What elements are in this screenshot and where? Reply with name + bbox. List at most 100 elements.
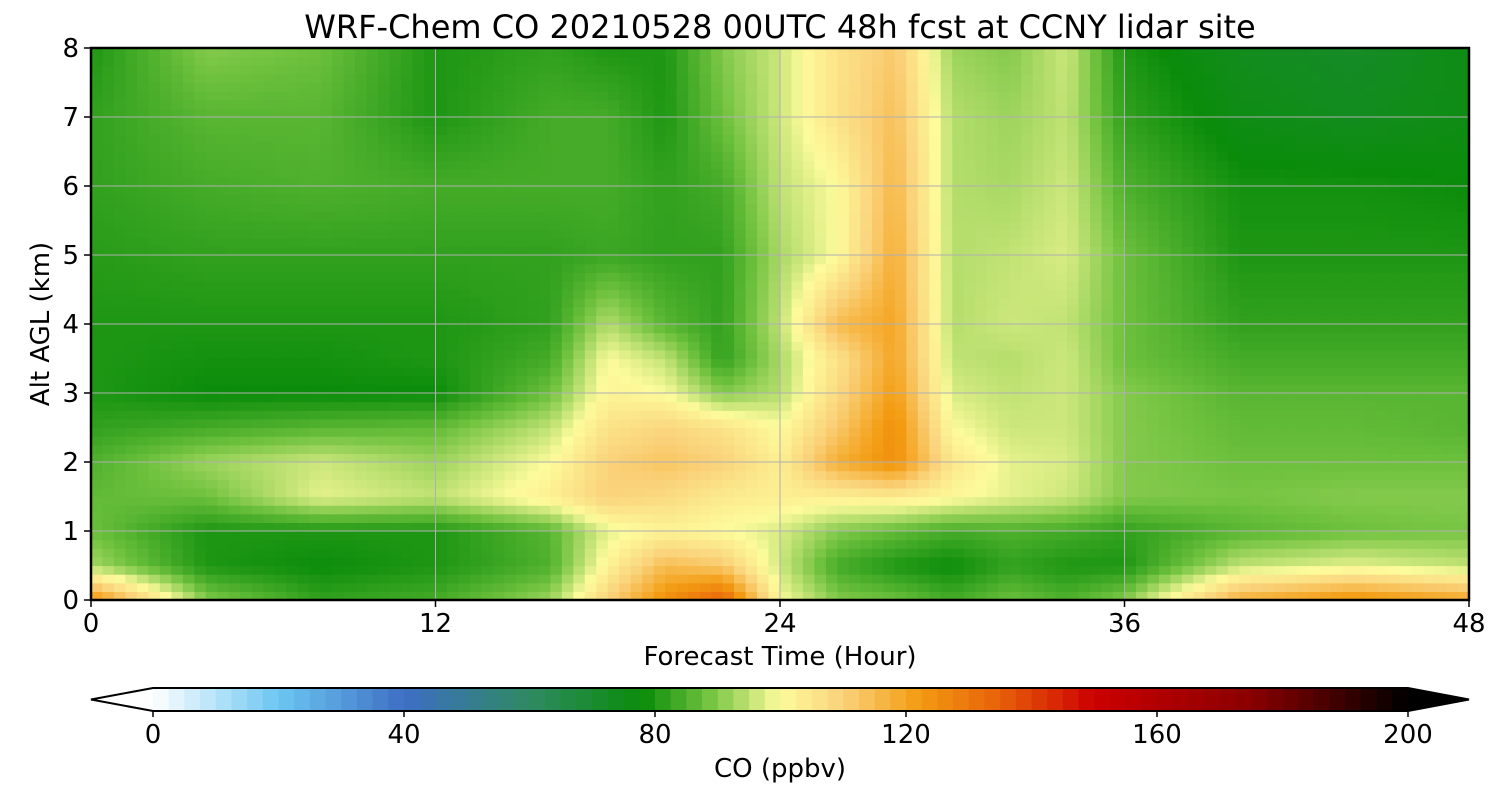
heatmap-cell (1342, 315, 1355, 325)
heatmap-cell (573, 487, 586, 498)
heatmap-cell (871, 246, 884, 256)
heatmap-cell (814, 522, 827, 532)
heatmap-cell (171, 332, 184, 342)
heatmap-cell (251, 255, 264, 265)
heatmap-cell (1342, 487, 1355, 498)
heatmap-cell (722, 246, 735, 256)
heatmap-cell (1354, 255, 1367, 265)
heatmap-cell (332, 479, 345, 489)
heatmap-cell (148, 513, 161, 523)
heatmap-cell (745, 255, 758, 265)
heatmap-cell (1078, 496, 1091, 506)
heatmap-cell (894, 436, 907, 446)
heatmap-cell (699, 255, 712, 265)
heatmap-cell (1158, 487, 1172, 498)
heatmap-cell (963, 341, 976, 351)
heatmap-cell (274, 522, 287, 532)
heatmap-cell (1193, 263, 1206, 273)
heatmap-cell (538, 324, 551, 334)
heatmap-cell (676, 539, 689, 549)
heatmap-cell (722, 513, 735, 523)
heatmap-cell (550, 341, 563, 351)
heatmap-cell (745, 246, 758, 256)
heatmap-cell (148, 306, 161, 316)
heatmap-cell (883, 556, 896, 567)
heatmap-cell (676, 470, 689, 480)
heatmap-cell (412, 384, 425, 394)
heatmap-cell (538, 246, 551, 256)
heatmap-cell (148, 332, 161, 342)
heatmap-cell (883, 462, 896, 472)
heatmap-cell (963, 444, 976, 454)
heatmap-cell (538, 548, 551, 558)
heatmap-cell (251, 272, 264, 282)
heatmap-cell (596, 574, 609, 584)
heatmap-cell (1078, 444, 1091, 454)
heatmap-cell (378, 341, 391, 351)
heatmap-cell (1170, 574, 1183, 584)
heatmap-cell (1423, 453, 1436, 463)
heatmap-cell (653, 565, 666, 575)
heatmap-cell (446, 401, 460, 411)
heatmap-cell (1032, 289, 1045, 299)
heatmap-cell (320, 263, 333, 273)
heatmap-cell (1181, 574, 1194, 584)
heatmap-cell (1204, 505, 1217, 515)
heatmap-cell (148, 582, 161, 592)
heatmap-cell (607, 280, 620, 291)
heatmap-cell (1262, 496, 1275, 506)
heatmap-cell (596, 470, 609, 480)
heatmap-cell (309, 496, 322, 506)
heatmap-cell (894, 418, 907, 429)
heatmap-cell (515, 574, 528, 584)
heatmap-cell (309, 315, 322, 325)
heatmap-cell (1021, 531, 1034, 541)
heatmap-cell (688, 375, 701, 385)
heatmap-cell (159, 522, 172, 532)
heatmap-cell (113, 255, 127, 265)
heatmap-cell (711, 306, 724, 316)
heatmap-cell (446, 548, 460, 558)
heatmap-cell (952, 298, 965, 308)
heatmap-cell (538, 280, 551, 291)
heatmap-cell (929, 341, 942, 351)
heatmap-cell (814, 556, 827, 567)
heatmap-cell (1411, 401, 1424, 411)
heatmap-cell (159, 418, 172, 429)
heatmap-cell (1090, 358, 1103, 368)
heatmap-cell (734, 393, 747, 403)
heatmap-cell (1411, 565, 1424, 575)
heatmap-cell (113, 289, 127, 299)
heatmap-cell (504, 289, 517, 299)
heatmap-cell (538, 237, 551, 247)
heatmap-cell (424, 289, 437, 299)
heatmap-cell (711, 556, 724, 567)
heatmap-cell (228, 548, 241, 558)
heatmap-cell (1250, 306, 1263, 316)
heatmap-cell (1285, 582, 1298, 592)
heatmap-cell (320, 255, 333, 265)
heatmap-cell (1044, 539, 1057, 549)
heatmap-cell (963, 531, 976, 541)
heatmap-cell (1193, 574, 1206, 584)
heatmap-cell (240, 487, 253, 498)
heatmap-cell (1331, 255, 1344, 265)
heatmap-cell (1135, 479, 1149, 489)
heatmap-cell (665, 436, 678, 446)
heatmap-cell (159, 479, 172, 489)
heatmap-cell (975, 255, 988, 265)
heatmap-cell (1124, 582, 1137, 592)
heatmap-cell (538, 401, 551, 411)
heatmap-cell (332, 470, 345, 480)
heatmap-cell (401, 539, 414, 549)
heatmap-cell (515, 496, 528, 506)
heatmap-cell (263, 280, 276, 291)
heatmap-cell (561, 263, 574, 273)
heatmap-cell (1250, 531, 1263, 541)
heatmap-cell (906, 574, 919, 584)
heatmap-cell (332, 255, 345, 265)
heatmap-cell (1400, 565, 1413, 575)
heatmap-cell (481, 487, 494, 498)
heatmap-cell (1377, 272, 1390, 282)
heatmap-cell (435, 462, 448, 472)
